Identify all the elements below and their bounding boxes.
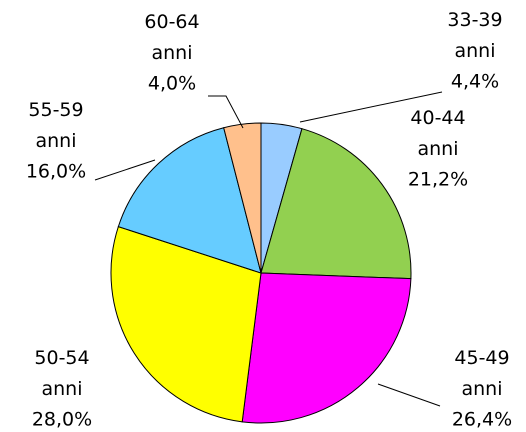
category-label: 60-64 anni [144,11,199,64]
value-label: 16,0% [26,161,86,183]
category-label: 50-54 anni [34,347,89,400]
category-label: 40-44 anni [410,107,465,160]
pie-slice [110,226,262,423]
pie-slice [117,127,262,274]
leader-line [208,95,244,129]
pie-slice [260,128,412,280]
leader-line [377,383,441,407]
leader-line [299,91,443,123]
pie-slice [223,122,262,274]
pie-slice [241,272,412,424]
category-label: 33-39 anni [447,9,502,62]
category-label: 55-59 anni [28,99,83,152]
value-label: 21,2% [408,169,468,191]
value-label: 4,4% [451,71,499,93]
category-label: 45-49 anni [454,347,509,400]
value-label: 28,0% [32,409,92,431]
value-label: 26,4% [452,409,512,431]
leader-line [94,159,156,181]
value-label: 4,0% [148,73,196,95]
